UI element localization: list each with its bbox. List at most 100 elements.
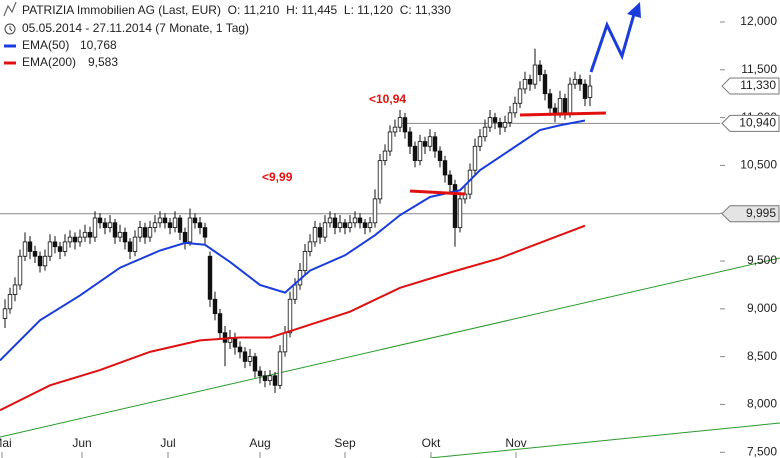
candle-body: [197, 222, 203, 228]
x-tick-label: Jul: [160, 436, 175, 450]
x-tick-label: Nov: [505, 436, 526, 450]
candle-body: [172, 217, 178, 228]
price-tag: [721, 205, 780, 223]
candle-body: [312, 227, 318, 243]
candle-body: [337, 222, 343, 228]
candle-body: [432, 136, 438, 152]
candle-body: [377, 160, 383, 200]
candle-body: [77, 236, 83, 243]
candle-body: [202, 227, 208, 238]
candle-body: [262, 375, 268, 381]
candle-body: [52, 241, 58, 248]
x-tick-label: Mai: [0, 436, 12, 450]
candle-body: [417, 141, 423, 162]
candle-body: [82, 231, 88, 238]
candle-body: [277, 351, 283, 386]
candle-body: [212, 298, 218, 315]
candle-body: [537, 64, 543, 75]
candle-body: [547, 93, 553, 109]
candle-body: [22, 241, 28, 257]
candle-body: [352, 217, 358, 224]
y-tick-label: 9,500: [747, 253, 777, 267]
candle-body: [422, 141, 428, 147]
candle-body: [492, 117, 498, 123]
candle-body: [42, 255, 48, 267]
price-tag: [721, 77, 780, 95]
candle-body: [342, 222, 348, 228]
candle-body: [2, 308, 8, 319]
legend-label: EMA(50): [22, 38, 69, 52]
candle-body: [387, 131, 393, 152]
candle-body: [512, 102, 518, 114]
legend-value: 9,583: [88, 55, 118, 69]
candle-body: [167, 222, 173, 228]
candle-body: [67, 236, 73, 243]
candle-body: [142, 227, 148, 238]
trendline: [0, 257, 780, 438]
price-tag: [721, 114, 780, 132]
candle-body: [257, 370, 263, 377]
candle-body: [507, 112, 513, 123]
candle-body: [237, 346, 243, 353]
candle-body: [402, 117, 408, 133]
y-axis: 7,5008,0008,5009,0009,50010,00010,50011,…: [0, 14, 780, 458]
candle-body: [107, 222, 113, 228]
candle-body: [317, 227, 323, 238]
candle-body: [282, 332, 288, 353]
ema-line: [0, 119, 586, 362]
candle-body: [392, 126, 398, 133]
candle-body: [17, 255, 23, 286]
candle-body: [87, 231, 93, 238]
candle-body: [357, 217, 363, 224]
candle-body: [587, 85, 593, 98]
candle-body: [137, 227, 143, 238]
candle-body: [572, 78, 578, 85]
candle-body: [532, 64, 538, 85]
candle-body: [502, 121, 508, 128]
candle-body: [442, 160, 448, 176]
candle-body: [57, 246, 63, 252]
candle-body: [427, 136, 433, 147]
candle-body: [382, 150, 388, 162]
price-tag-label: 9,995: [746, 206, 776, 220]
candle-body: [582, 83, 588, 99]
candle-body: [12, 284, 18, 295]
candle-body: [362, 222, 368, 228]
clock-icon: [4, 23, 16, 35]
candle-body: [187, 217, 193, 243]
candle-body: [557, 98, 563, 114]
candle-body: [217, 313, 223, 334]
candle-body: [177, 217, 183, 233]
candle-body: [152, 222, 158, 228]
candle-body: [487, 117, 493, 128]
candle-body: [347, 222, 353, 228]
candle-body: [127, 241, 133, 252]
candle-body: [37, 255, 43, 267]
candle-body: [517, 88, 523, 104]
annotation: <10,94: [369, 92, 406, 106]
x-tick-label: Sep: [334, 436, 356, 450]
candle-body: [542, 74, 548, 95]
candle-body: [252, 356, 258, 372]
price-tag-label: 10,940: [739, 116, 776, 130]
candle-body: [477, 136, 483, 147]
candle-body: [72, 236, 78, 243]
x-tick-label: Okt: [422, 436, 441, 450]
candle-body: [192, 217, 198, 224]
candle-body: [97, 217, 103, 224]
candle-body: [407, 131, 413, 147]
candle-body: [567, 83, 573, 114]
chart-title: PATRIZIA Immobilien AG (Last, EUR) O: 11…: [22, 3, 451, 17]
price-tag-label: 11,330: [740, 78, 776, 92]
candle-body: [272, 375, 278, 386]
candle-body: [147, 227, 153, 238]
candle-body: [242, 351, 248, 362]
candle-body: [47, 241, 53, 257]
y-tick-label: 8,000: [747, 397, 777, 411]
candle-body: [292, 284, 298, 300]
candle-body: [397, 117, 403, 128]
legend: EMA(50) 10,768 EMA(200) 9,583: [4, 38, 118, 69]
candle-body: [7, 294, 13, 310]
candle-body: [482, 126, 488, 138]
candle-body: [247, 356, 253, 362]
